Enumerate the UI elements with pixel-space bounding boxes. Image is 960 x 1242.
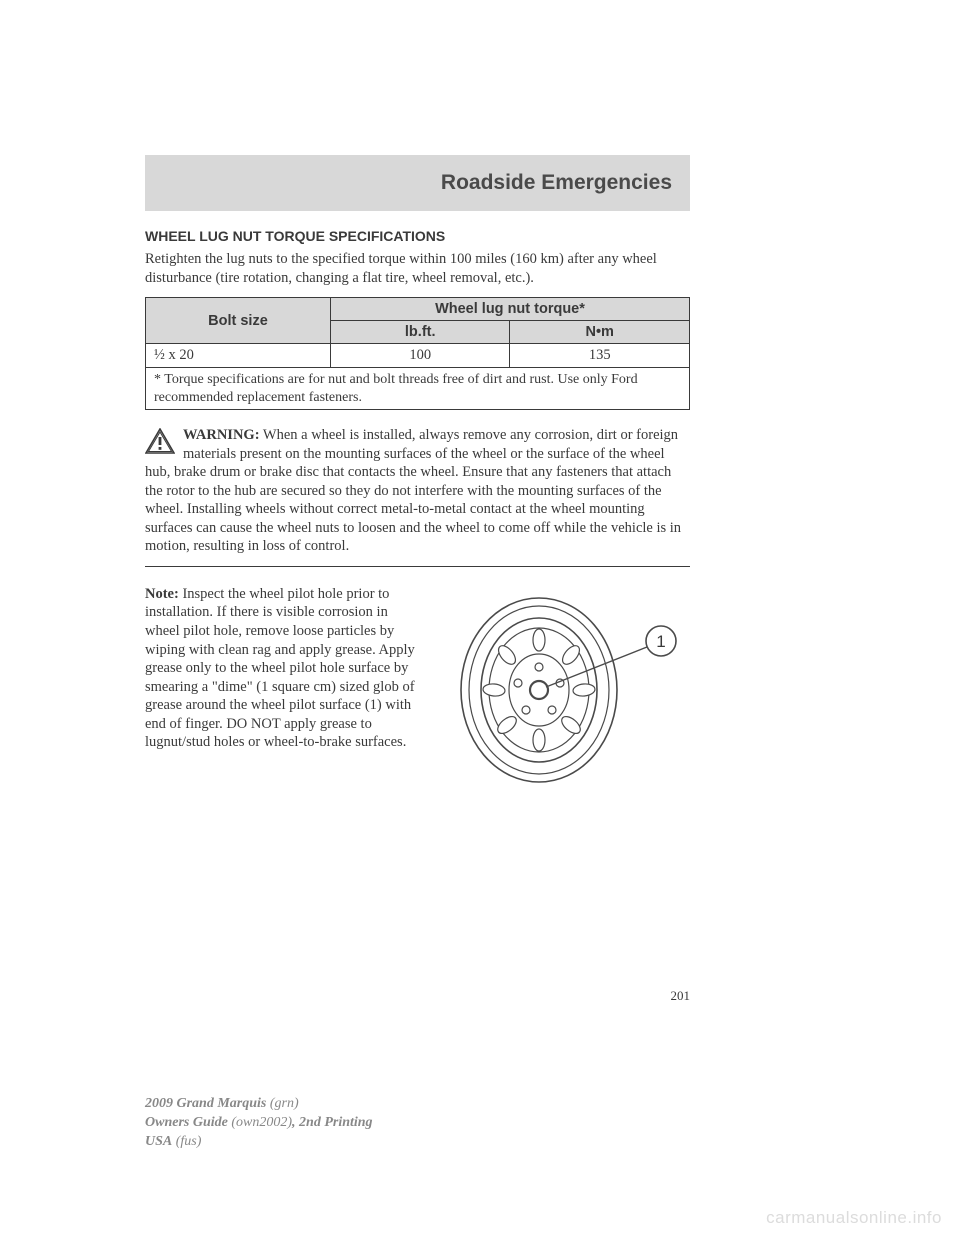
th-nm: N•m <box>510 321 690 344</box>
footer-guide: Owners Guide <box>145 1115 228 1130</box>
table-row: ½ x 20 100 135 <box>146 344 690 368</box>
footer-printing: , 2nd Printing <box>292 1115 373 1130</box>
warning-box: WARNING: When a wheel is installed, alwa… <box>145 420 690 567</box>
wheel-figure: 1 <box>439 585 690 800</box>
page-content: WHEEL LUG NUT TORQUE SPECIFICATIONS Reti… <box>145 228 690 800</box>
table-footnote-row: * Torque specifications are for nut and … <box>146 368 690 410</box>
page-number: 201 <box>145 988 690 1004</box>
footer-model: 2009 Grand Marquis <box>145 1096 266 1111</box>
callout-label: 1 <box>656 632 665 651</box>
cell-lbft: 100 <box>330 344 510 368</box>
page-header: Roadside Emergencies <box>145 155 690 211</box>
section-intro: Retighten the lug nuts to the specified … <box>145 250 690 287</box>
footer-guide-code: (own2002) <box>228 1115 292 1130</box>
th-torque: Wheel lug nut torque* <box>330 298 689 321</box>
footer-region: USA <box>145 1134 172 1149</box>
note-label: Note: <box>145 586 179 602</box>
warning-text: WARNING: When a wheel is installed, alwa… <box>145 426 690 556</box>
note-body: Inspect the wheel pilot hole prior to in… <box>145 586 415 750</box>
warning-body: When a wheel is installed, always remove… <box>145 427 681 554</box>
cell-bolt-size: ½ x 20 <box>146 344 331 368</box>
footer-region-code: (fus) <box>172 1134 201 1149</box>
note-row: Note: Inspect the wheel pilot hole prior… <box>145 585 690 800</box>
torque-table: Bolt size Wheel lug nut torque* lb.ft. N… <box>145 297 690 410</box>
footer: 2009 Grand Marquis (grn) Owners Guide (o… <box>145 1095 373 1152</box>
cell-nm: 135 <box>510 344 690 368</box>
th-bolt-size: Bolt size <box>146 298 331 344</box>
warning-label: WARNING: <box>183 427 260 443</box>
note-text: Note: Inspect the wheel pilot hole prior… <box>145 585 425 752</box>
watermark: carmanualsonline.info <box>766 1208 942 1228</box>
cell-footnote: * Torque specifications are for nut and … <box>146 368 690 410</box>
warning-icon <box>145 428 175 459</box>
th-lbft: lb.ft. <box>330 321 510 344</box>
section-title: WHEEL LUG NUT TORQUE SPECIFICATIONS <box>145 228 690 244</box>
page-header-title: Roadside Emergencies <box>441 171 672 195</box>
footer-model-code: (grn) <box>266 1096 298 1111</box>
